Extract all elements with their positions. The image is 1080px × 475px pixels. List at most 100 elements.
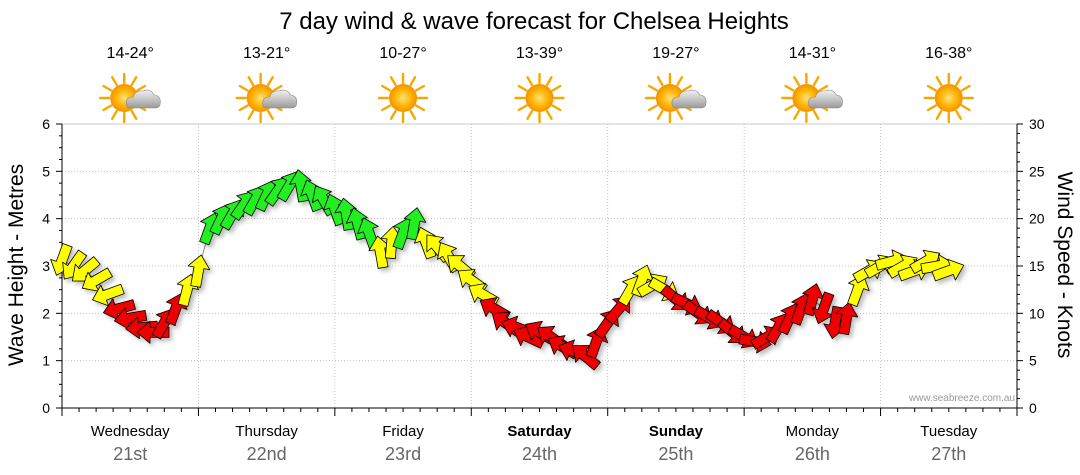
sun-ray	[238, 84, 249, 92]
sun-ray	[389, 76, 397, 87]
sun-ray	[935, 109, 943, 120]
day-date: 26th	[795, 444, 830, 464]
cloud-icon	[262, 89, 298, 109]
wind-arrow-shape	[102, 298, 136, 321]
sun-ray	[551, 84, 562, 92]
sun-ray	[414, 84, 426, 92]
y-tick-label-right: 30	[1029, 116, 1045, 132]
day-temperature: 16-38°	[925, 45, 972, 62]
sun-ray	[247, 109, 255, 120]
cloud-shape	[262, 89, 298, 109]
sun-ray	[136, 84, 147, 92]
cloud-shape	[671, 89, 707, 109]
sun-ray	[381, 104, 392, 112]
day-temperature: 14-24°	[107, 45, 154, 62]
day-date: 27th	[931, 444, 966, 464]
sun-ray	[960, 84, 971, 92]
day-name: Tuesday	[920, 423, 977, 440]
sun-ray	[656, 109, 664, 120]
cloud-shape	[808, 89, 843, 109]
wind-arrow-shape	[847, 274, 870, 307]
wind-arrow	[368, 235, 392, 269]
sun-ray	[793, 76, 801, 87]
day-name: Saturday	[507, 423, 572, 440]
day-name: Friday	[382, 423, 424, 440]
y-tick-label-right: 0	[1029, 400, 1037, 416]
y-axis-left-label: Wave Height - Metres	[5, 164, 28, 366]
sun-ray	[818, 84, 829, 92]
y-tick-label-left: 3	[42, 258, 50, 274]
sun-disc	[389, 84, 418, 112]
sun-icon	[514, 72, 565, 124]
partly-cloudy-icon	[99, 72, 161, 124]
y-tick-label-left: 5	[42, 163, 50, 179]
sun-ray	[681, 84, 692, 92]
wind-arrow-shape	[114, 307, 148, 330]
y-tick-label-right: 25	[1029, 163, 1045, 179]
y-tick-label-right: 10	[1029, 305, 1045, 321]
day-date: 22nd	[247, 444, 287, 464]
wind-arrow	[572, 345, 601, 371]
sun-ray	[955, 76, 962, 87]
day-temperature: 13-21°	[243, 45, 290, 62]
y-tick-label-right: 5	[1029, 353, 1037, 369]
wind-arrow-shape	[835, 301, 859, 336]
sun-ray	[389, 109, 397, 120]
wind-arrow-shape	[368, 235, 392, 269]
sun-ray	[266, 109, 274, 120]
weather-row: 14-24° 13-21° 10-27° 13-39° 19-27° 14-31° 16-3…	[99, 45, 974, 124]
wind-arrow-shape	[92, 283, 125, 307]
cloud-shape	[125, 89, 161, 109]
sun-ray	[812, 109, 820, 120]
partly-cloudy-icon	[235, 72, 298, 124]
wind-arrow	[835, 301, 859, 336]
day-date: 25th	[658, 444, 693, 464]
day-temperature: 14-31°	[789, 45, 836, 62]
wind-arrow-shape	[572, 345, 601, 371]
sun-ray	[526, 109, 534, 120]
day-labels: Wednesday 21st Thursday 22nd Friday 23rd Satur…	[91, 423, 978, 464]
day-name: Thursday	[235, 423, 298, 440]
wind-arrow	[931, 258, 965, 282]
sun-ray	[517, 104, 528, 112]
day-temperature: 10-27°	[379, 45, 426, 62]
y-tick-label-left: 2	[42, 305, 50, 321]
sun-ray	[647, 104, 659, 112]
day-name: Wednesday	[91, 423, 170, 440]
wind-arrow	[847, 274, 870, 307]
right-axis: 0 5 10 15 20 25 30	[1017, 116, 1045, 416]
sun-ray	[409, 109, 417, 120]
y-axis-right-label: Wind Speed - Knots	[1053, 172, 1076, 359]
day-name: Sunday	[649, 423, 704, 440]
sun-ray	[545, 76, 553, 87]
sun-icon	[377, 72, 429, 124]
wind-arrow	[114, 307, 148, 330]
wind-arrows	[50, 169, 965, 371]
wind-arrow-shape	[81, 267, 113, 292]
sun-ray	[647, 84, 659, 92]
partly-cloudy-icon	[644, 72, 707, 124]
sun-ray	[926, 84, 937, 92]
wind-arrow-shape	[931, 258, 965, 282]
sun-ray	[272, 84, 283, 92]
day-date: 23rd	[385, 444, 421, 464]
left-axis: 0 1 2 3 4 5 6	[42, 116, 62, 416]
wind-arrow	[811, 291, 835, 325]
sun-ray	[130, 109, 138, 120]
sun-ray	[414, 104, 426, 112]
day-temperature: 13-39°	[516, 45, 563, 62]
wind-arrow	[187, 254, 211, 288]
y-tick-label-right: 20	[1029, 211, 1045, 227]
sun-ray	[102, 104, 113, 112]
sun-ray	[676, 109, 684, 120]
sun-ray	[935, 76, 943, 87]
cloud-icon	[808, 89, 843, 109]
sun-ray	[102, 84, 113, 92]
sun-ray	[409, 76, 417, 87]
sun-ray	[247, 76, 255, 87]
sun-ray	[111, 76, 118, 87]
wind-arrow-shape	[187, 254, 211, 288]
y-tick-label-left: 1	[42, 353, 50, 369]
sun-ray	[955, 109, 962, 120]
wind-arrow	[92, 283, 125, 307]
